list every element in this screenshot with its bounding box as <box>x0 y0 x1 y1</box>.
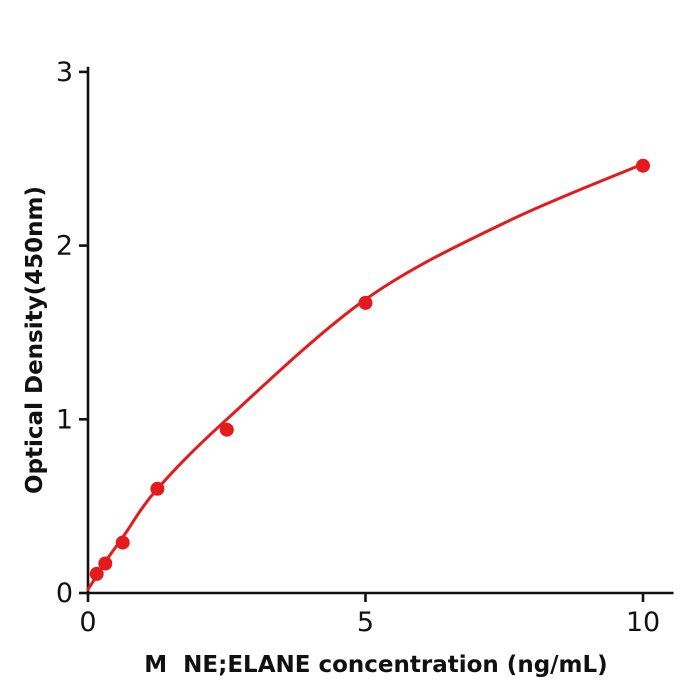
fit-curve <box>86 162 645 591</box>
axes-spines <box>86 66 674 595</box>
x-tick-label: 5 <box>357 607 374 638</box>
data-point <box>150 481 165 496</box>
data-point <box>115 535 130 550</box>
x-tick-label: 0 <box>79 607 96 638</box>
y-tick-label: 0 <box>56 578 73 609</box>
x-tick-label: 10 <box>626 607 660 638</box>
data-point <box>98 556 113 571</box>
y-tick-label: 1 <box>56 404 73 435</box>
data-point <box>636 158 650 173</box>
x-axis-label: M NE;ELANE concentration (ng/mL) <box>144 652 607 678</box>
axis-ticks <box>79 70 645 602</box>
data-point <box>358 295 373 310</box>
data-points <box>89 158 650 581</box>
axis-tick-labels: 0 5 10 0 1 2 3 <box>56 57 660 638</box>
y-tick-label: 3 <box>56 57 73 88</box>
data-point <box>89 566 104 581</box>
y-axis-label: Optical Density(450nm) <box>22 186 48 494</box>
data-point <box>219 422 234 437</box>
y-tick-label: 2 <box>56 231 73 262</box>
